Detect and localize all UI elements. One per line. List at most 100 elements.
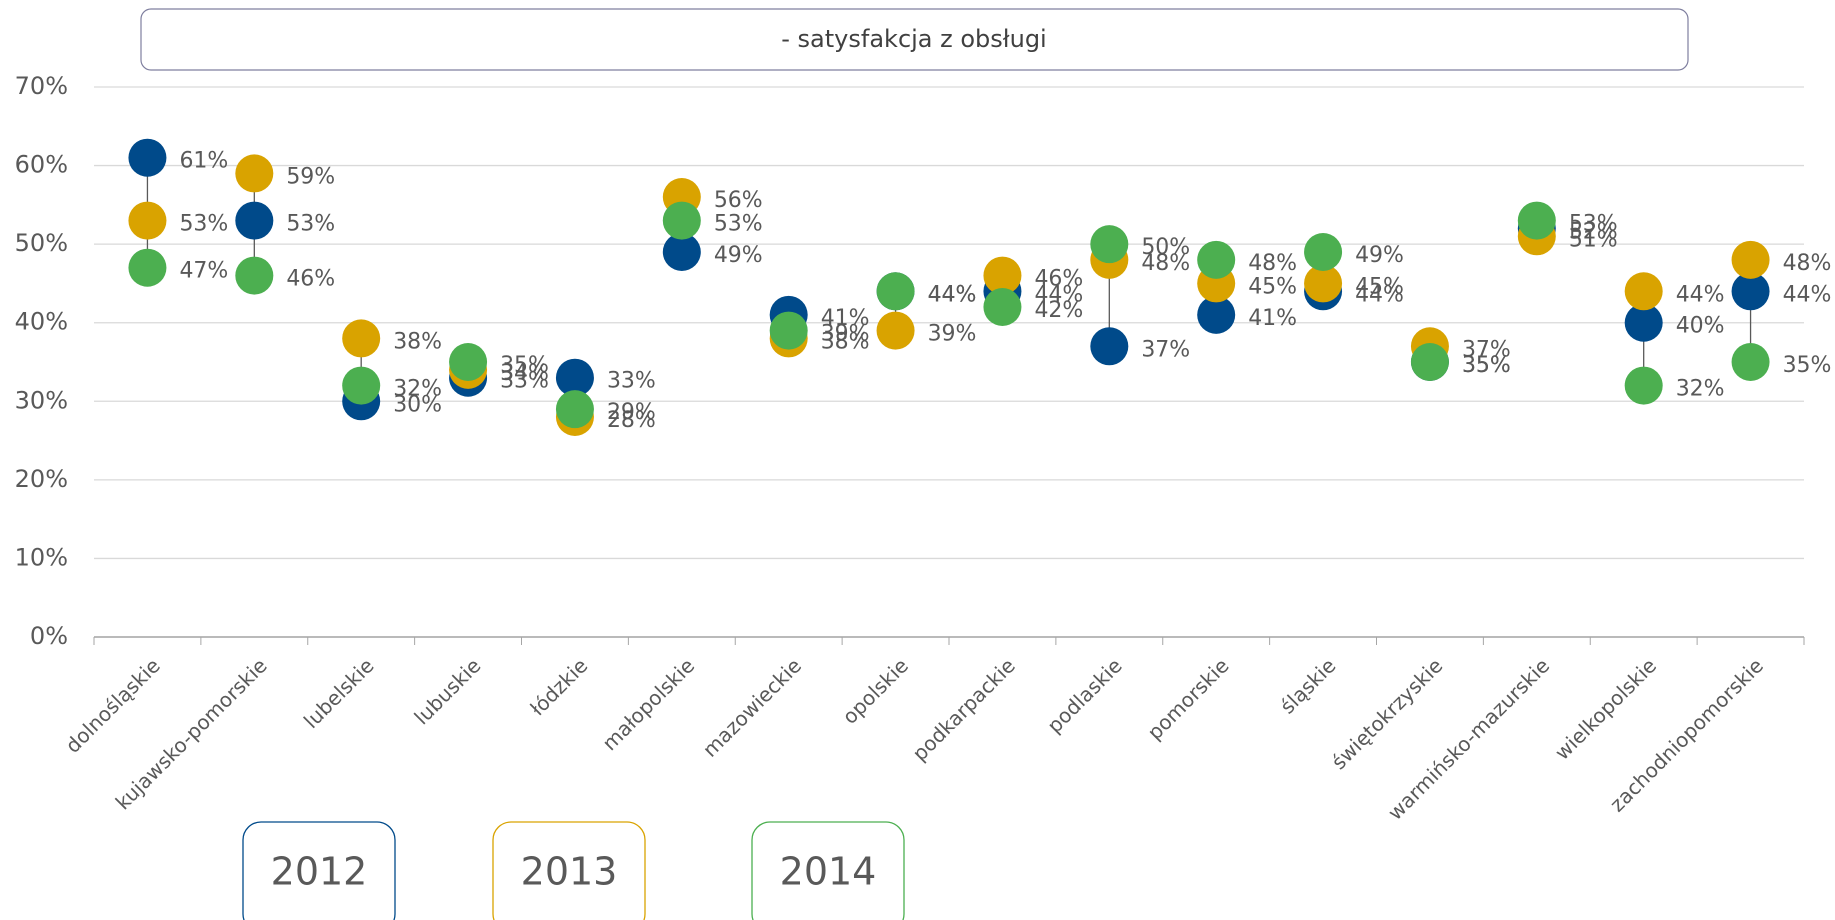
data-label: 44%: [1034, 282, 1083, 307]
dot: [1197, 295, 1236, 334]
dot: [876, 311, 915, 350]
data-label: 40%: [1676, 314, 1725, 339]
data-label: 37%: [1462, 337, 1511, 362]
dot: [662, 201, 701, 240]
data-label: 49%: [1355, 243, 1404, 268]
y-tick-label: 50%: [15, 229, 68, 257]
data-label: 39%: [821, 322, 870, 347]
dot: [1197, 240, 1236, 279]
dot: [1624, 303, 1663, 342]
data-label: 49%: [714, 243, 763, 268]
data-label: 33%: [607, 369, 656, 394]
y-tick-label: 60%: [15, 151, 68, 179]
data-label: 53%: [1569, 212, 1618, 237]
dot: [1731, 272, 1770, 311]
data-label: 35%: [1462, 353, 1511, 378]
dot: [1624, 272, 1663, 311]
y-tick-label: 0%: [30, 622, 68, 650]
data-label: 38%: [393, 329, 442, 354]
data-label: 44%: [1783, 282, 1832, 307]
dot: [1517, 201, 1556, 240]
dot: [555, 358, 594, 397]
x-tick-label: śląskie: [1275, 653, 1340, 718]
data-label: 48%: [1783, 251, 1832, 276]
data-label: 35%: [1783, 353, 1832, 378]
data-label: 34%: [500, 361, 549, 386]
dot: [1090, 225, 1129, 264]
dot: [1731, 240, 1770, 279]
dot: [769, 311, 808, 350]
x-tick-label: podlaskie: [1042, 653, 1126, 737]
y-tick-label: 40%: [15, 308, 68, 336]
legend-box: [242, 821, 396, 920]
data-label: 48%: [1141, 251, 1190, 276]
x-tick-label: świętokrzyskie: [1327, 653, 1448, 774]
data-label: 46%: [286, 267, 335, 292]
data-label: 42%: [1034, 298, 1083, 323]
data-label: 44%: [1355, 282, 1404, 307]
data-label: 33%: [500, 369, 549, 394]
data-label: 32%: [393, 377, 442, 402]
data-label: 44%: [928, 282, 977, 307]
legend-box: [751, 821, 905, 920]
data-label: 45%: [1248, 274, 1297, 299]
legend-label: 2014: [780, 850, 877, 894]
legend-label: 2012: [271, 850, 368, 894]
dot: [342, 366, 381, 405]
data-label: 28%: [607, 408, 656, 433]
data-label: 41%: [1248, 306, 1297, 331]
dot: [876, 272, 915, 311]
x-tick-label: mazowieckie: [698, 653, 806, 761]
data-label: 50%: [1141, 235, 1190, 260]
x-tick-label: małopolskie: [597, 653, 699, 755]
data-label: 59%: [286, 164, 335, 189]
dot: [1731, 343, 1770, 381]
data-label: 56%: [714, 188, 763, 213]
dot: [342, 319, 381, 358]
dot: [555, 390, 594, 429]
data-label: 47%: [179, 259, 228, 284]
y-tick-label: 30%: [15, 386, 68, 414]
dot: [1624, 366, 1663, 405]
dot: [235, 201, 274, 240]
data-label: 46%: [1034, 267, 1083, 292]
x-tick-label: opolskie: [838, 653, 913, 728]
data-label: 53%: [179, 212, 228, 237]
x-tick-label: pomorskie: [1143, 653, 1234, 744]
title-box: [140, 8, 1689, 71]
dot: [128, 201, 167, 240]
dot: [449, 343, 488, 381]
data-label: 35%: [500, 353, 549, 378]
data-label: 61%: [179, 149, 228, 174]
dot: [128, 248, 167, 287]
x-tick-label: łódzkie: [525, 653, 592, 720]
dot: [1304, 233, 1343, 271]
dot: [983, 288, 1022, 326]
y-tick-label: 70%: [15, 72, 68, 100]
x-tick-label: lubuskie: [409, 653, 485, 729]
data-label: 48%: [1248, 251, 1297, 276]
data-label: 41%: [821, 306, 870, 331]
legend-box: [492, 821, 646, 920]
dot: [235, 154, 274, 193]
data-label: 32%: [1676, 377, 1725, 402]
data-label: 29%: [607, 400, 656, 425]
dot: [128, 138, 167, 177]
dot: [1090, 327, 1129, 366]
data-label: 30%: [393, 392, 442, 417]
data-label: 45%: [1355, 274, 1404, 299]
data-label: 39%: [928, 322, 977, 347]
dot: [1304, 264, 1343, 303]
legend-label: 2013: [521, 850, 618, 894]
data-label: 53%: [286, 212, 335, 237]
data-label: 35%: [1462, 353, 1511, 378]
x-tick-label: wielkopolskie: [1550, 653, 1661, 764]
dot: [983, 256, 1022, 295]
chart-title: - satysfakcja z obsługi: [781, 25, 1046, 53]
y-tick-label: 20%: [15, 465, 68, 493]
y-tick-label: 10%: [15, 543, 68, 571]
data-label: 53%: [714, 212, 763, 237]
data-label: 52%: [1569, 219, 1618, 244]
data-label: 44%: [1676, 282, 1725, 307]
